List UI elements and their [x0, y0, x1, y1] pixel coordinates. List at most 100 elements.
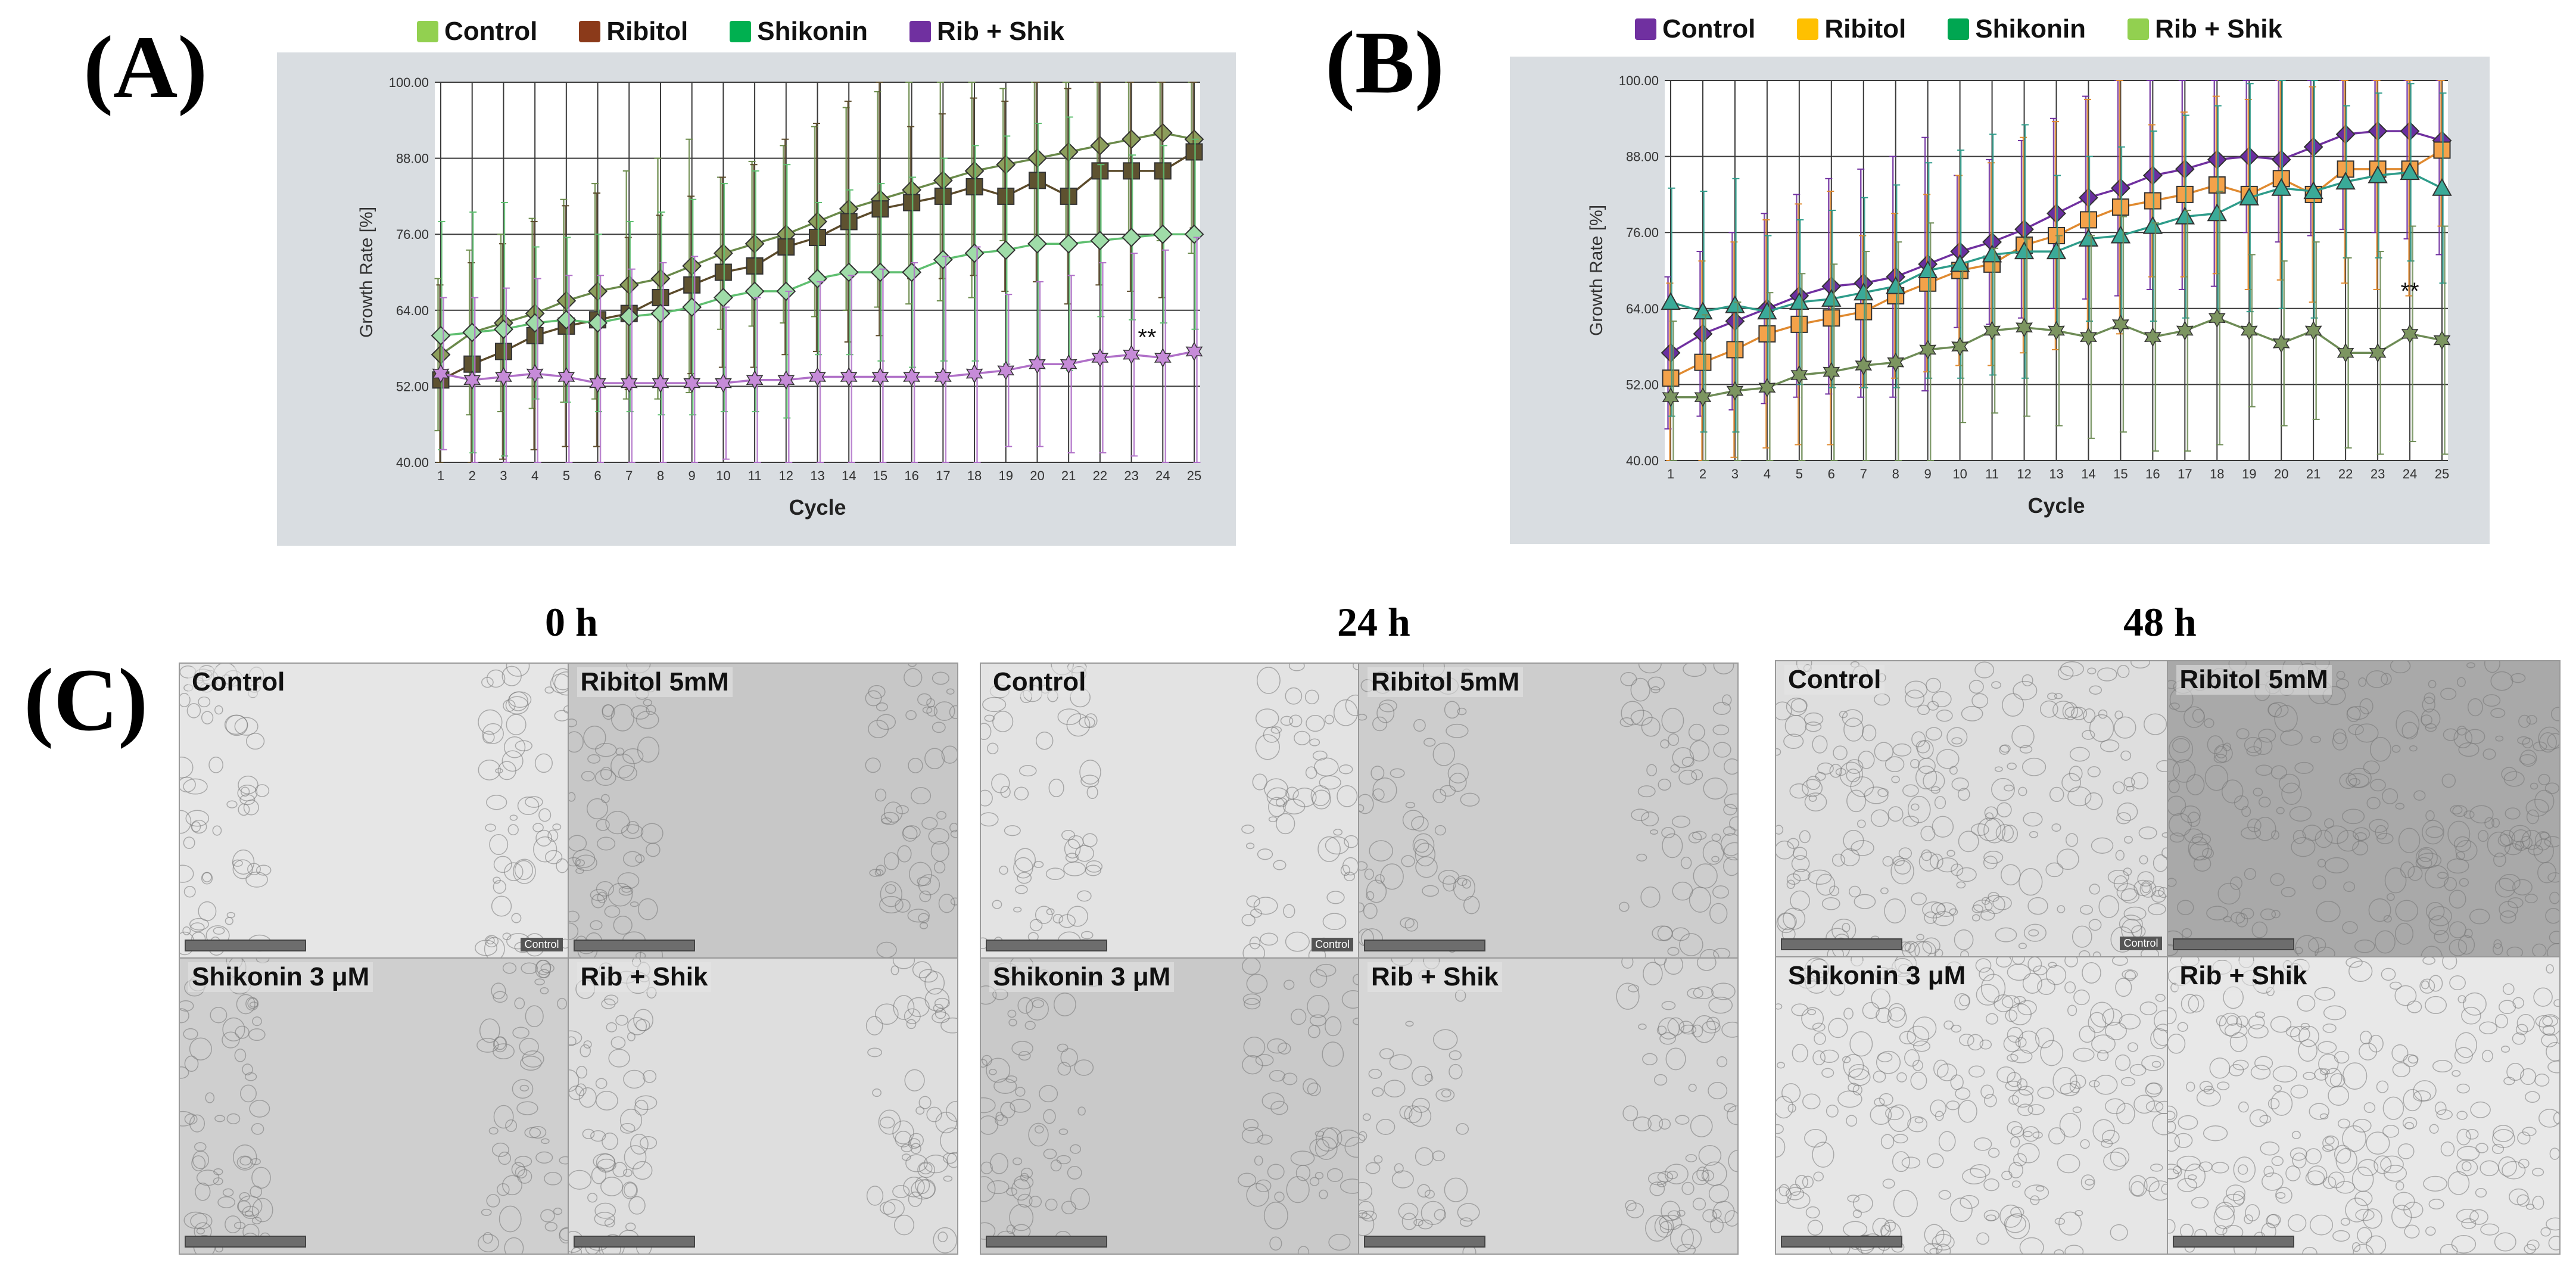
cell-outline — [2235, 1015, 2248, 1028]
cell-outline — [910, 1143, 921, 1154]
cell-outline — [1932, 911, 1954, 926]
cell-outline — [2187, 811, 2200, 827]
cell-outline — [1708, 1082, 1728, 1100]
cell-outline — [1255, 708, 1279, 729]
cell-outline — [2279, 729, 2303, 746]
cell-outline — [198, 901, 217, 922]
data-point — [1091, 162, 1109, 180]
cell-outline — [865, 1016, 883, 1035]
cell-outline — [491, 1142, 509, 1157]
cell-outline — [237, 785, 258, 801]
cell-outline — [1776, 1003, 1783, 1010]
cell-outline — [514, 1156, 532, 1167]
data-point — [745, 234, 765, 254]
cell-outline — [2359, 1030, 2372, 1044]
cell-outline — [1372, 1087, 1384, 1097]
cell-outline — [1820, 1049, 1839, 1063]
cell-outline — [2366, 797, 2381, 810]
cell-outline — [1688, 1083, 1697, 1092]
cell-outline — [2089, 714, 2114, 742]
data-point — [2335, 124, 2356, 144]
cell-outline — [1650, 829, 1658, 835]
cell-outline — [950, 897, 957, 906]
cell-outline — [1064, 839, 1081, 859]
cell-outline — [2491, 818, 2500, 828]
cell-outline — [581, 771, 595, 782]
cell-outline — [639, 1136, 657, 1149]
cell-outline — [2524, 894, 2538, 904]
cell-outline — [2435, 1109, 2453, 1120]
cell-outline — [2381, 788, 2398, 804]
cell-outline — [2412, 1090, 2431, 1102]
cell-outline — [2007, 1054, 2019, 1062]
cell-outline — [568, 1170, 591, 1190]
cell-outline — [1887, 806, 1904, 822]
y-tick-label: 100.00 — [389, 75, 429, 90]
cell-outline — [1857, 819, 1866, 828]
cell-outline — [1917, 758, 1936, 775]
cell-outline — [866, 1186, 883, 1206]
cell-outline — [2029, 831, 2039, 838]
cell-outline — [2237, 1164, 2248, 1175]
cell-outline — [568, 719, 577, 727]
cell-outline — [1359, 1131, 1368, 1141]
x-tick-label: 18 — [967, 468, 982, 483]
cell-outline — [1375, 874, 1385, 884]
cell-outline — [2027, 957, 2042, 972]
cell-outline — [1013, 907, 1022, 913]
cell-outline — [993, 1078, 1017, 1094]
data-point — [1855, 355, 1873, 376]
cell-outline — [874, 869, 883, 877]
cell-outline — [2072, 1106, 2082, 1114]
cell-outline — [1284, 979, 1295, 990]
cell-outline — [2506, 946, 2523, 956]
cell-outline — [1713, 947, 1731, 957]
cell-outline — [214, 705, 223, 715]
cell-outline — [2425, 826, 2444, 838]
cell-outline — [2261, 1172, 2284, 1191]
data-point — [2433, 141, 2451, 159]
cell-outline — [1353, 973, 1358, 985]
cell-outline — [1882, 856, 1893, 867]
cell-outline — [2452, 805, 2468, 817]
cell-outline — [2240, 826, 2261, 839]
cell-outline — [2547, 872, 2559, 883]
cell-outline — [2004, 785, 2014, 792]
cell-outline — [568, 835, 587, 852]
scale-bar — [573, 1236, 695, 1248]
cell-outline — [2082, 730, 2095, 740]
cell-outline — [1712, 702, 1731, 715]
cell-outline — [1053, 993, 1076, 1016]
cell-outline — [1260, 932, 1278, 946]
data-point — [2111, 314, 2129, 335]
cell-outline — [2131, 772, 2149, 789]
cell-outline — [1840, 848, 1860, 866]
cell-outline — [1703, 777, 1728, 800]
x-tick-label: 15 — [2113, 466, 2128, 481]
data-point — [809, 229, 826, 247]
data-point — [2400, 121, 2420, 141]
cell-outline — [1729, 816, 1737, 831]
cell-outline — [1401, 1212, 1417, 1230]
cell-outline — [2213, 754, 2227, 764]
cell-outline — [1061, 1200, 1076, 1215]
cell-outline — [2323, 818, 2334, 829]
cell-outline — [907, 757, 923, 773]
cell-outline — [1253, 897, 1278, 915]
cell-outline — [1359, 794, 1374, 814]
cell-outline — [478, 759, 501, 780]
cell-outline — [2368, 1034, 2384, 1053]
cell-outline — [1659, 1214, 1683, 1230]
cell-outline — [2035, 1027, 2054, 1049]
cell-outline — [1777, 912, 1797, 931]
data-point — [1951, 336, 1968, 357]
cell-outline — [1915, 765, 1938, 789]
cell-outline — [1927, 1153, 1944, 1168]
data-point — [934, 366, 952, 387]
data-point — [746, 370, 764, 390]
cell-outline — [1246, 973, 1268, 994]
cell-outline — [1786, 1187, 1805, 1200]
data-point — [650, 269, 671, 289]
cell-outline — [2428, 906, 2452, 926]
cell-outline — [222, 1188, 234, 1197]
